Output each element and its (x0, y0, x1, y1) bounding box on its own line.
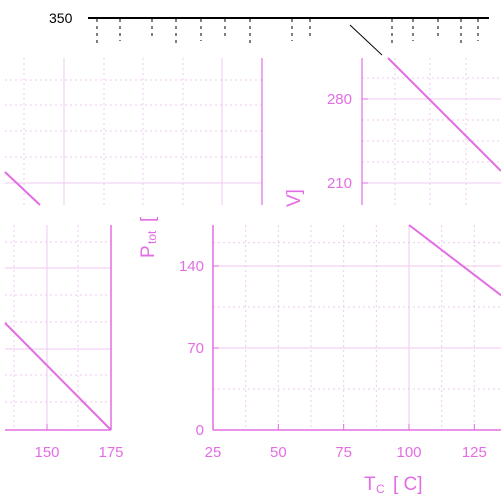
bottom-right-y-tick-label: 70 (187, 340, 204, 357)
x-axis-title-sub: C (376, 482, 385, 496)
top-right-series-line (387, 57, 501, 172)
bottom-right-x-tick-label: 125 (462, 444, 487, 461)
bottom-right-grid (213, 225, 501, 430)
bottom-right-x-tick-label: 75 (335, 444, 352, 461)
x-axis-title-unit: [ C] (393, 474, 423, 495)
y-axis-title-unit: [ (138, 216, 159, 222)
top-strip-diagonal (349, 24, 383, 56)
y-axis-title-main: P (138, 245, 159, 258)
top-left-series-line (4, 171, 41, 206)
bottom-right-y-tick-label: 140 (179, 258, 204, 275)
bottom-right-x-tick-label: 50 (270, 444, 287, 461)
top-right-y-axis-title: V] (284, 189, 305, 207)
bottom-right-x-tick-label: 100 (396, 444, 421, 461)
bottom-left-series-line (4, 322, 112, 431)
top-left-grid (5, 58, 262, 205)
bottom-left-minor-grid (5, 225, 111, 430)
bottom-right-series-line (408, 224, 501, 297)
top-strip-label: 350 (49, 10, 73, 26)
top-right-grid (362, 98, 501, 184)
top-strip: 350 (49, 10, 489, 56)
top-right-y-tick-label: 280 (327, 91, 352, 108)
y-axis-title-sub: tot (145, 230, 159, 244)
bottom-right-titles: P tot [ T C [ C] (138, 216, 423, 496)
x-axis-title-main: T (364, 474, 376, 495)
top-right-minor-grid (362, 58, 501, 205)
bottom-right-x-tick-label: 25 (205, 444, 222, 461)
bottom-left-x-tick-label: 175 (98, 444, 123, 461)
bottom-left-grid (5, 225, 111, 430)
bottom-right-minor-grid (213, 225, 501, 430)
top-right-y-tick-label: 210 (327, 175, 352, 192)
bottom-left-x-tick-label: 150 (34, 444, 59, 461)
bottom-right-y-tick-label: 0 (196, 422, 204, 439)
